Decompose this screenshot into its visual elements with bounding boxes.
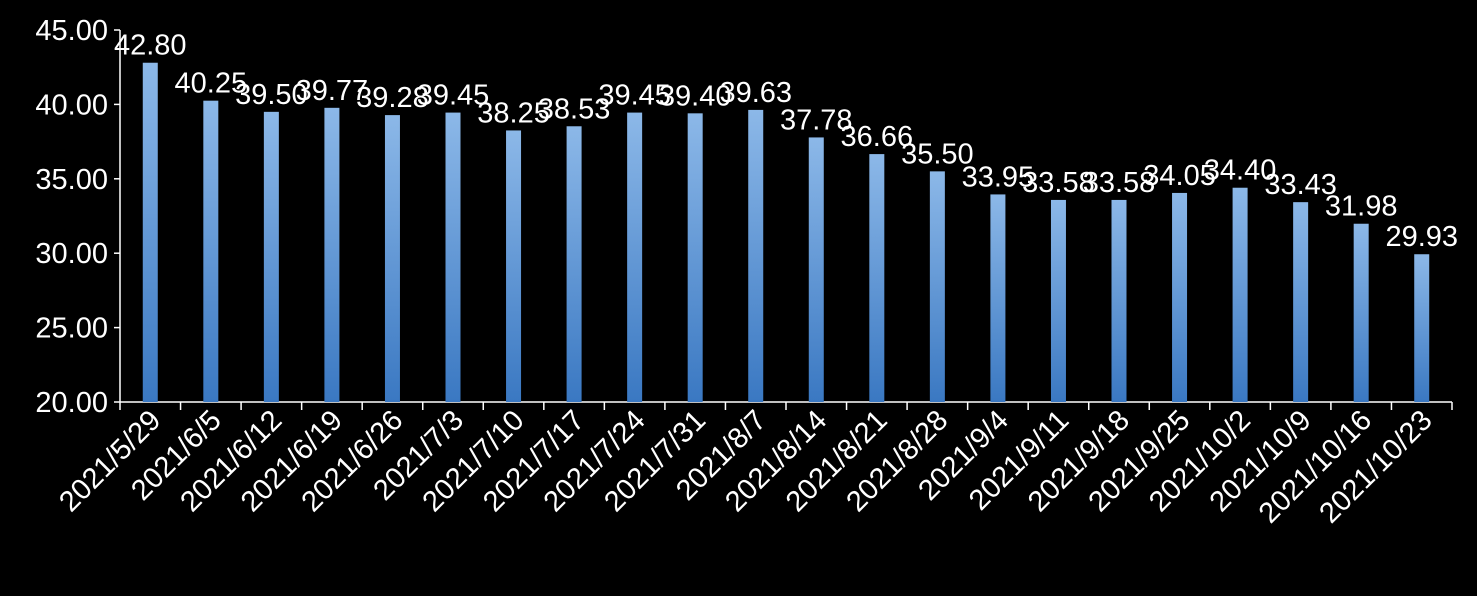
bar bbox=[1353, 223, 1369, 402]
y-tick-label: 40.00 bbox=[35, 89, 108, 121]
data-label: 39.28 bbox=[356, 82, 429, 114]
bar bbox=[566, 126, 582, 403]
y-tick-label: 20.00 bbox=[35, 387, 108, 419]
bar bbox=[627, 112, 643, 403]
data-label: 37.78 bbox=[780, 104, 853, 136]
bar bbox=[687, 113, 703, 402]
bar bbox=[1172, 192, 1188, 402]
data-labels: 42.8040.2539.5039.7739.2839.4538.2538.53… bbox=[114, 30, 1458, 254]
bar bbox=[1232, 187, 1248, 402]
bar bbox=[142, 62, 158, 403]
y-axis: 20.00 25.00 30.00 35.00 40.00 45.00 bbox=[35, 15, 121, 419]
bar bbox=[263, 111, 279, 402]
y-tick-label: 45.00 bbox=[35, 15, 108, 47]
bar bbox=[445, 112, 461, 403]
data-label: 33.58 bbox=[1083, 167, 1156, 199]
x-axis: 2021/5/292021/6/52021/6/122021/6/192021/… bbox=[53, 401, 1453, 530]
y-tick-label: 35.00 bbox=[35, 164, 108, 196]
data-label: 33.58 bbox=[1022, 167, 1095, 199]
bar bbox=[203, 100, 219, 403]
data-label: 38.25 bbox=[477, 97, 550, 129]
data-label: 35.50 bbox=[901, 138, 974, 170]
data-label: 33.43 bbox=[1264, 169, 1337, 201]
data-label: 39.50 bbox=[235, 79, 308, 111]
bar bbox=[506, 130, 522, 402]
data-label: 39.77 bbox=[296, 75, 369, 107]
data-label: 36.66 bbox=[841, 121, 914, 153]
bars bbox=[142, 62, 1430, 403]
data-label: 38.53 bbox=[538, 93, 611, 125]
bar bbox=[1293, 202, 1309, 402]
data-label: 42.80 bbox=[114, 30, 187, 62]
data-label: 39.63 bbox=[719, 77, 792, 109]
y-tick-label: 30.00 bbox=[35, 238, 108, 270]
y-tick-label: 25.00 bbox=[35, 313, 108, 345]
bar bbox=[1111, 199, 1127, 402]
bar bbox=[990, 194, 1006, 402]
bar bbox=[748, 109, 764, 402]
bar bbox=[929, 171, 945, 402]
data-label: 34.05 bbox=[1143, 160, 1216, 192]
bar bbox=[808, 137, 824, 402]
data-label: 34.40 bbox=[1204, 155, 1277, 187]
data-label: 39.45 bbox=[598, 80, 671, 112]
data-label: 31.98 bbox=[1325, 191, 1398, 223]
bar bbox=[324, 107, 340, 403]
data-label: 39.40 bbox=[659, 80, 732, 112]
bar bbox=[1050, 199, 1066, 402]
bar bbox=[869, 154, 885, 402]
data-label: 40.25 bbox=[175, 68, 248, 100]
bar bbox=[1414, 254, 1430, 402]
data-label: 33.95 bbox=[962, 161, 1035, 193]
bar bbox=[384, 115, 400, 403]
data-label: 29.93 bbox=[1385, 221, 1458, 253]
data-label: 39.45 bbox=[417, 80, 490, 112]
